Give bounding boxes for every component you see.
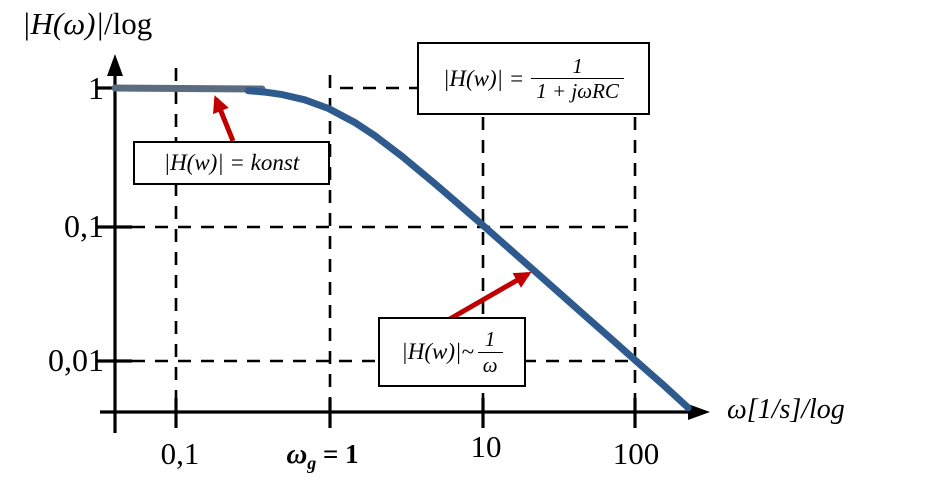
x-tick-label-100: 100 [612, 436, 660, 471]
y-tick-label-0p01: 0,01 [48, 342, 104, 378]
corner-equals-one: = 1 [323, 439, 359, 469]
x-tick-label-10: 10 [470, 429, 502, 464]
transfer-function-numerator: 1 [572, 53, 583, 78]
inverse-omega-denominator: ω [477, 351, 503, 377]
y-axis-title-log: /log [103, 6, 153, 41]
inverse-omega-lhs: |H(w)|~ [401, 339, 474, 364]
transfer-function-fraction: 1 1 + jωRC [531, 54, 624, 103]
transfer-function-lhs: |H(w)| = [443, 65, 525, 91]
inverse-omega-fraction: 1 ω [477, 327, 503, 377]
y-tick-label-0p1: 0,1 [64, 208, 104, 244]
x-tick-label-0p1: 0,1 [160, 436, 200, 471]
inverse-omega-box: |H(w)|~ 1 ω [378, 317, 526, 387]
y-axis-title-math: |H(ω)| [22, 6, 104, 41]
y-tick-label-1: 1 [88, 70, 104, 106]
transfer-function-denominator: 1 + jωRC [531, 78, 624, 103]
x-axis-arrow-icon [688, 404, 710, 420]
x-tick-label-corner-frequency: ωg = 1 [240, 438, 405, 473]
transfer-function-box: |H(w)| = 1 1 + jωRC [417, 42, 650, 115]
axes [97, 68, 696, 433]
x-axis-title: ω[1/s]/log [727, 394, 845, 425]
inverse-arrow-icon [446, 271, 532, 323]
konst-box: |H(w)| = konst [133, 141, 330, 185]
inverse-omega-numerator: 1 [484, 327, 496, 352]
y-axis-arrow-icon [107, 54, 123, 76]
konst-box-text: |H(w)| = konst [163, 150, 300, 175]
corner-subscript: g [307, 453, 317, 473]
lowpass-curve [244, 87, 692, 412]
y-axis-title: |H(ω)|/log [22, 8, 152, 39]
corner-omega: ω [286, 438, 308, 470]
flat-asymptote-segment [111, 84, 266, 93]
konst-arrow-icon [212, 95, 236, 142]
